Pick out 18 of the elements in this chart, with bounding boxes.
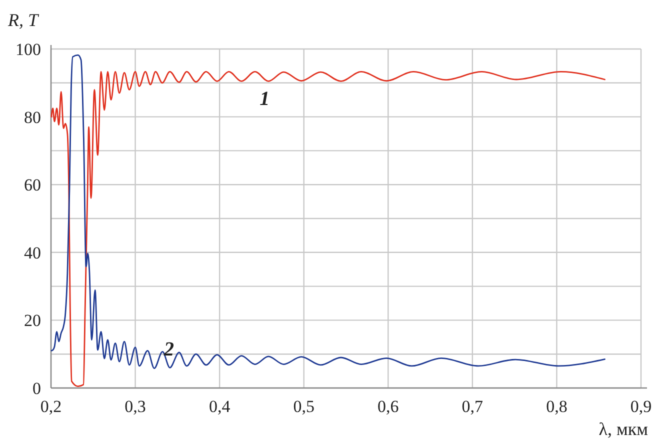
series-label: 1 [260,88,270,110]
y-axis-title: R, T [7,10,40,30]
x-axis-title: λ, мкм [598,419,648,439]
x-tick-label: 0,9 [630,397,652,416]
y-tick-label: 20 [24,311,41,330]
x-tick-label: 0,7 [462,397,484,416]
x-tick-label: 0,4 [208,397,231,416]
y-tick-label: 80 [24,108,41,127]
x-tick-label: 0,8 [546,397,568,416]
y-tick-label: 0 [32,378,41,398]
y-tick-label: 60 [24,176,41,195]
series-label: 2 [163,338,174,361]
x-tick-label: 0,6 [378,397,399,416]
x-tick-label: 0,2 [40,397,62,416]
x-tick-label: 0,5 [293,397,314,416]
y-tick-label: 40 [24,243,41,262]
x-tick-label: 0,3 [124,397,146,416]
y-tick-label: 100 [16,40,41,59]
